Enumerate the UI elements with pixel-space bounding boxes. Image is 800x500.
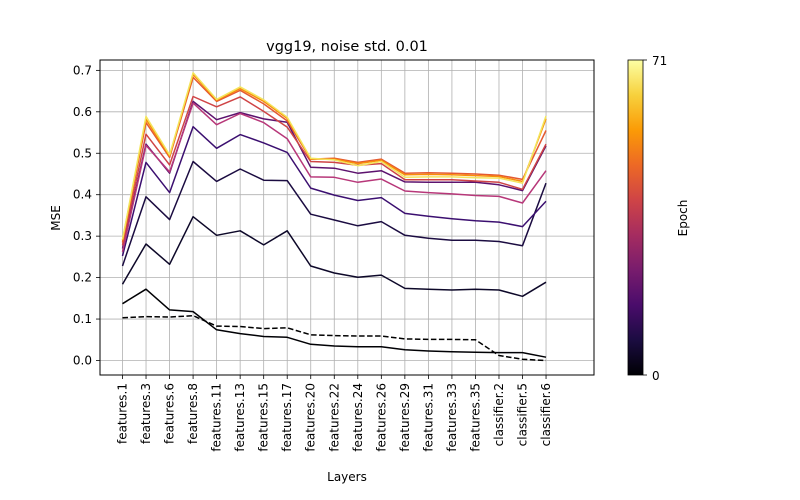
y-tick-label: 0.4 [73,188,92,202]
x-tick-label: features.11 [210,383,224,452]
x-tick-label: features.31 [421,383,435,452]
x-axis-ticks: features.1 features.3 features.6 features.8… [116,375,553,452]
grid [100,60,594,375]
x-axis-label: Layers [327,470,367,484]
series-line-dashed [122,314,547,362]
colorbar-label: Epoch [676,200,690,237]
chart-title: vgg19, noise std. 0.01 [266,39,428,55]
y-axis-label: MSE [49,205,63,231]
x-tick-label: features.1 [116,383,130,444]
x-tick-label: features.15 [257,383,271,452]
x-tick-label: features.26 [374,383,388,452]
colorbar [627,59,644,376]
x-tick-label: classifier.6 [539,383,553,446]
series-line [121,160,547,267]
y-tick-label: 0.6 [73,105,92,119]
y-tick-label: 0.0 [73,353,92,367]
y-axis-ticks: 0.0 0.1 0.2 0.3 0.4 0.5 0.6 0.7 [73,63,100,367]
x-tick-label: features.17 [280,383,294,452]
plot-frame [99,59,595,376]
y-tick-label: 0.7 [73,63,92,77]
series-line [121,125,547,257]
series-line [121,100,547,249]
series-group [121,72,547,362]
x-tick-label: features.13 [233,383,247,452]
x-tick-label: features.6 [163,383,177,444]
x-tick-label: features.35 [468,383,482,452]
x-tick-label: features.20 [304,383,318,452]
series-line [122,288,547,358]
x-tick-label: features.8 [186,383,200,444]
series-line [121,76,547,243]
x-tick-label: features.33 [445,383,459,452]
colorbar-min-label: 0 [652,369,660,383]
series-line [121,102,547,253]
y-tick-label: 0.2 [73,271,92,285]
series-line [121,95,547,246]
x-tick-label: features.3 [139,383,153,444]
x-tick-label: features.24 [351,383,365,452]
colorbar-max-label: 71 [652,54,667,68]
x-tick-label: classifier.2 [492,383,506,446]
x-tick-label: features.29 [398,383,412,452]
y-tick-label: 0.5 [73,146,92,160]
x-tick-label: features.22 [327,383,341,452]
series-line [121,72,547,240]
y-tick-label: 0.3 [73,229,92,243]
y-tick-label: 0.1 [73,312,92,326]
x-tick-label: classifier.5 [516,383,530,446]
series-line [121,215,547,298]
